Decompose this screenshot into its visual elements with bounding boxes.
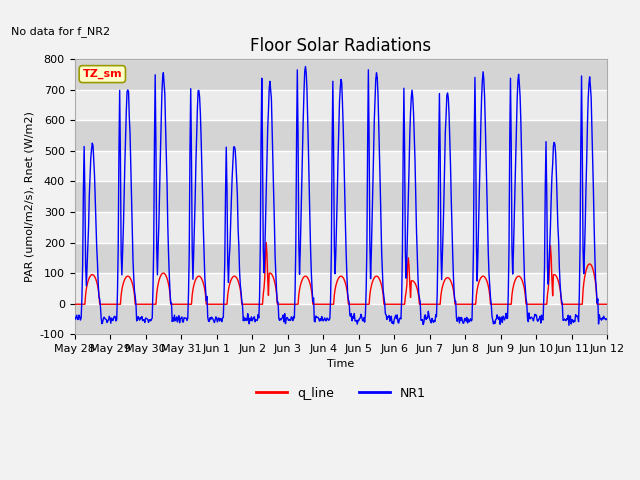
NR1 [301,64,309,70]
q_line [406,282,413,288]
Bar [74,90,607,120]
NR1 [565,323,573,328]
NR1 [422,312,429,318]
Line: q_line: q_line [74,242,607,304]
X-axis label: Time: Time [327,360,355,370]
NR1 [603,316,611,322]
Title: Floor Solar Radiations: Floor Solar Radiations [250,37,431,55]
q_line [217,301,225,307]
Bar [74,120,607,151]
NR1 [217,316,225,322]
Text: TZ_sm: TZ_sm [83,69,122,79]
q_line [603,301,611,307]
q_line [189,287,196,292]
Bar [74,181,607,212]
q_line [80,301,88,307]
Bar [74,151,607,181]
NR1 [189,276,196,282]
Bar [74,242,607,273]
NR1 [80,144,88,149]
Bar [74,212,607,242]
Y-axis label: PAR (umol/m2/s), Rnet (W/m2): PAR (umol/m2/s), Rnet (W/m2) [24,111,35,282]
q_line [422,301,429,307]
NR1 [406,131,413,137]
q_line [135,301,143,307]
Bar [74,60,607,90]
Bar [74,273,607,304]
NR1 [135,315,143,321]
NR1 [70,315,78,321]
Text: No data for f_NR2: No data for f_NR2 [11,26,109,37]
Bar [74,304,607,334]
Legend: q_line, NR1: q_line, NR1 [251,382,431,405]
Line: NR1: NR1 [74,67,607,325]
q_line [70,301,78,307]
q_line [262,240,270,245]
